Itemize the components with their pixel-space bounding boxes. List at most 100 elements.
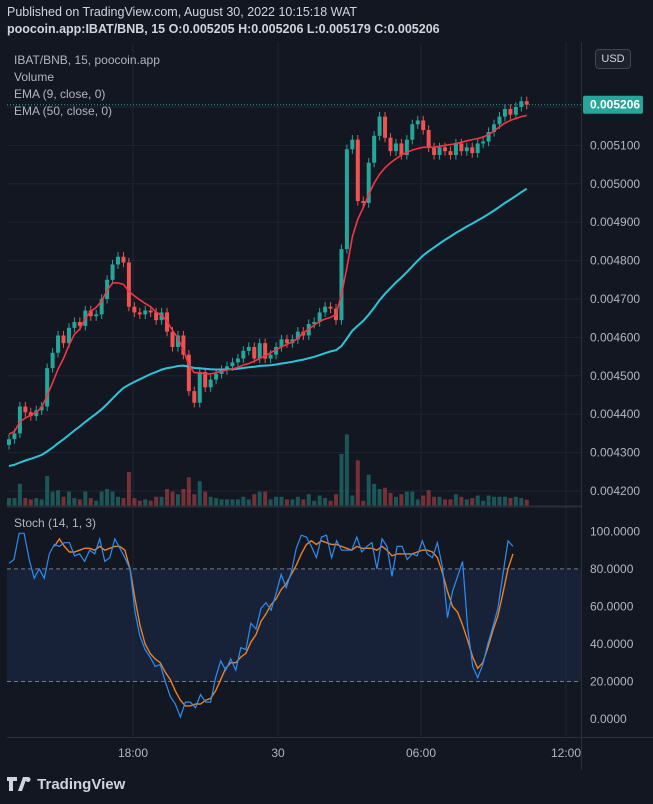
- volume-bar: [121, 498, 126, 506]
- currency-button[interactable]: USD: [595, 49, 631, 69]
- stoch-k-line: [8, 532, 514, 719]
- candle-body: [246, 347, 251, 351]
- tradingview-logo-icon: [7, 777, 31, 791]
- volume-bar: [339, 453, 344, 506]
- volume-bar: [105, 489, 110, 506]
- volume-bar: [410, 491, 415, 506]
- volume-bar: [344, 434, 349, 506]
- legend-symbol[interactable]: IBAT/BNB, 15, poocoin.app: [14, 53, 160, 67]
- symbol-ohlc-line: poocoin.app:IBAT/BNB, 15 O:0.005205 H:0.…: [7, 22, 440, 36]
- legend-ema-slow[interactable]: EMA (50, close, 0): [14, 104, 113, 118]
- volume-bar: [192, 494, 197, 506]
- candle-body: [17, 406, 22, 434]
- volume-histogram: [7, 434, 529, 506]
- candle-body: [524, 101, 529, 105]
- price-grid: [7, 42, 581, 737]
- volume-bar: [246, 499, 251, 506]
- candle-body: [421, 120, 426, 131]
- candle-body: [366, 162, 371, 203]
- candle-body: [497, 116, 502, 125]
- price-tick-label: 0.004700: [590, 292, 640, 306]
- candle-body: [279, 339, 284, 347]
- candle-body: [88, 310, 93, 317]
- volume-bar: [372, 483, 377, 506]
- volume-bar: [317, 495, 322, 506]
- candle-body: [443, 147, 447, 152]
- candle-body: [350, 139, 355, 150]
- candle-body: [34, 410, 39, 417]
- volume-bar: [137, 500, 142, 506]
- volume-bar: [241, 496, 246, 506]
- volume-bar: [290, 499, 295, 506]
- candle-body: [393, 143, 398, 152]
- candle-body: [426, 130, 431, 148]
- volume-bar: [72, 498, 77, 506]
- volume-bar: [388, 492, 393, 506]
- volume-bar: [448, 499, 453, 506]
- candle-body: [328, 306, 333, 309]
- volume-bar: [77, 499, 82, 506]
- volume-bar: [263, 491, 268, 506]
- axes: 18:00 30 06:00 12:00 0.004200 0.004300 0.00440…: [7, 42, 653, 770]
- volume-bar: [355, 460, 360, 506]
- candle-body: [470, 147, 475, 154]
- candle-body: [317, 312, 322, 323]
- candle-body: [486, 131, 491, 142]
- volume-bar: [464, 499, 469, 506]
- candle-body: [132, 306, 137, 313]
- legend-ema-fast[interactable]: EMA (9, close, 0): [14, 87, 106, 101]
- candle-body: [399, 143, 404, 155]
- legend-volume[interactable]: Volume: [14, 70, 55, 84]
- candle-body: [72, 322, 77, 328]
- candle-body: [186, 354, 191, 392]
- volume-bar: [214, 498, 219, 506]
- candle-body: [197, 371, 202, 403]
- candle-body: [50, 352, 55, 369]
- stoch-tick-label: 80.0000: [590, 562, 634, 576]
- volume-bar: [94, 500, 99, 506]
- volume-bar: [306, 494, 311, 506]
- volume-bar: [486, 495, 491, 506]
- stoch-band: [7, 568, 581, 682]
- price-tick-label: 0.005100: [590, 138, 640, 152]
- ema-9-line: [8, 114, 527, 435]
- candle-body: [475, 143, 480, 154]
- volume-bar: [426, 490, 431, 506]
- candle-body: [192, 391, 197, 403]
- volume-bar: [181, 489, 186, 506]
- volume-bar: [470, 498, 475, 506]
- volume-bar: [502, 496, 507, 506]
- candle-body: [116, 256, 120, 265]
- legend-stoch[interactable]: Stoch (14, 1, 3): [14, 516, 97, 530]
- tradingview-logo-text: TradingView: [37, 776, 126, 793]
- candle-body: [312, 322, 317, 324]
- candle-body: [415, 120, 420, 125]
- candle-body: [453, 143, 458, 155]
- price-tick-label: 0.004800: [590, 254, 640, 268]
- tradingview-logo: TradingView: [7, 776, 125, 793]
- volume-bar: [312, 500, 317, 506]
- price-tick-label: 0.004900: [590, 215, 640, 229]
- candle-body: [23, 406, 28, 413]
- price-tick-label: 0.004400: [590, 407, 640, 421]
- candle-body: [154, 312, 159, 321]
- candle-body: [257, 343, 262, 359]
- candle-body: [241, 350, 246, 359]
- volume-bar: [377, 489, 382, 506]
- volume-bar: [361, 500, 366, 506]
- volume-bar: [225, 499, 229, 506]
- candle-body: [372, 135, 377, 163]
- volume-bar: [197, 481, 202, 506]
- volume-bar: [443, 499, 447, 506]
- volume-bar: [513, 496, 518, 506]
- candle-body: [99, 299, 104, 315]
- candle-body: [7, 439, 11, 445]
- last-price-tag: [583, 95, 643, 114]
- volume-bar: [481, 500, 486, 506]
- volume-bar: [88, 498, 93, 506]
- candle-body: [175, 335, 180, 347]
- candle-body: [355, 139, 360, 202]
- volume-bar: [235, 499, 240, 506]
- candle-body: [121, 256, 126, 263]
